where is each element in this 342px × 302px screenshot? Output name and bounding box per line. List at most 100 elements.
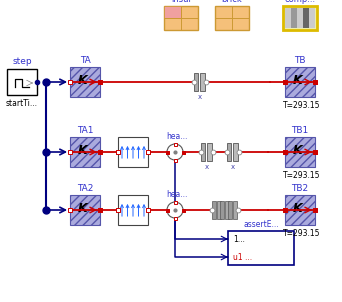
Text: assertE...: assertE... <box>243 220 279 229</box>
Bar <box>118 195 148 225</box>
Bar <box>116 150 120 154</box>
Bar <box>313 80 317 84</box>
Bar <box>313 150 317 154</box>
Bar <box>116 208 120 212</box>
Bar <box>309 8 315 28</box>
Text: TB2: TB2 <box>291 184 308 193</box>
Text: K: K <box>293 75 303 88</box>
Text: startTi...: startTi... <box>6 99 38 108</box>
Bar <box>285 195 315 225</box>
Bar <box>70 195 100 225</box>
Bar <box>313 80 317 84</box>
Bar <box>116 208 120 212</box>
Text: x: x <box>205 164 209 170</box>
Bar <box>68 80 72 84</box>
Bar <box>207 143 212 161</box>
Circle shape <box>167 202 183 218</box>
Text: K: K <box>78 144 88 158</box>
Text: hea...: hea... <box>166 190 188 199</box>
Text: x: x <box>231 164 235 170</box>
Bar <box>228 231 294 265</box>
Bar <box>164 6 198 30</box>
Bar <box>98 80 102 84</box>
Bar <box>98 150 102 154</box>
Bar <box>98 208 102 212</box>
Text: T=293.15: T=293.15 <box>283 101 321 110</box>
Bar <box>227 143 231 161</box>
Bar <box>166 150 169 153</box>
Text: comp...: comp... <box>285 0 316 4</box>
Text: u1 ...: u1 ... <box>233 252 252 262</box>
Bar <box>182 208 184 211</box>
Bar <box>146 150 150 154</box>
Bar <box>164 6 181 18</box>
Text: TA: TA <box>80 56 90 65</box>
Text: TB1: TB1 <box>291 126 308 135</box>
Text: K: K <box>293 144 303 158</box>
Bar <box>194 73 198 91</box>
Text: brick: brick <box>222 0 242 4</box>
Bar <box>285 137 315 167</box>
Bar <box>166 208 169 211</box>
Bar <box>201 143 205 161</box>
Text: K: K <box>78 203 88 216</box>
Text: T=293.15: T=293.15 <box>283 171 321 180</box>
Bar <box>283 208 287 212</box>
Text: T=293.15: T=293.15 <box>283 229 321 238</box>
Bar <box>212 201 215 219</box>
Bar <box>98 150 102 154</box>
Bar <box>283 80 287 84</box>
Bar <box>7 69 37 95</box>
Bar <box>116 150 120 154</box>
Bar <box>146 208 150 212</box>
Bar <box>173 159 176 162</box>
Bar <box>297 8 303 28</box>
Text: K: K <box>293 203 303 216</box>
Bar <box>173 217 176 220</box>
Bar <box>70 137 100 167</box>
Text: 1...: 1... <box>233 234 245 243</box>
Bar <box>146 150 150 154</box>
Text: x: x <box>198 94 202 100</box>
Bar <box>228 201 232 219</box>
Bar <box>233 201 237 219</box>
Bar <box>313 208 317 212</box>
Text: TA2: TA2 <box>77 184 93 193</box>
Bar <box>291 8 297 28</box>
Text: insul: insul <box>171 0 191 4</box>
Bar <box>283 6 317 30</box>
Bar <box>182 208 184 211</box>
Bar <box>68 150 72 154</box>
Bar <box>182 150 184 153</box>
Bar <box>118 137 148 167</box>
Bar <box>285 8 291 28</box>
Text: step: step <box>12 57 32 66</box>
Bar <box>225 201 229 219</box>
Text: TB: TB <box>294 56 306 65</box>
Bar <box>283 80 287 84</box>
Bar <box>166 150 169 153</box>
Bar <box>173 201 176 204</box>
Bar <box>220 201 224 219</box>
Bar <box>173 143 176 146</box>
Bar <box>98 208 102 212</box>
Bar <box>68 208 72 212</box>
Bar <box>313 150 317 154</box>
Bar <box>215 6 249 30</box>
Bar <box>303 8 309 28</box>
Bar <box>313 208 317 212</box>
Bar <box>70 67 100 97</box>
Bar <box>283 208 287 212</box>
Bar <box>98 80 102 84</box>
Text: TA1: TA1 <box>77 126 93 135</box>
Bar <box>182 150 184 153</box>
Circle shape <box>167 144 183 160</box>
Bar <box>200 73 205 91</box>
Bar <box>283 150 287 154</box>
Bar <box>217 201 221 219</box>
Bar <box>233 143 238 161</box>
Bar <box>283 150 287 154</box>
Bar <box>146 208 150 212</box>
Bar <box>166 208 169 211</box>
Text: K: K <box>78 75 88 88</box>
